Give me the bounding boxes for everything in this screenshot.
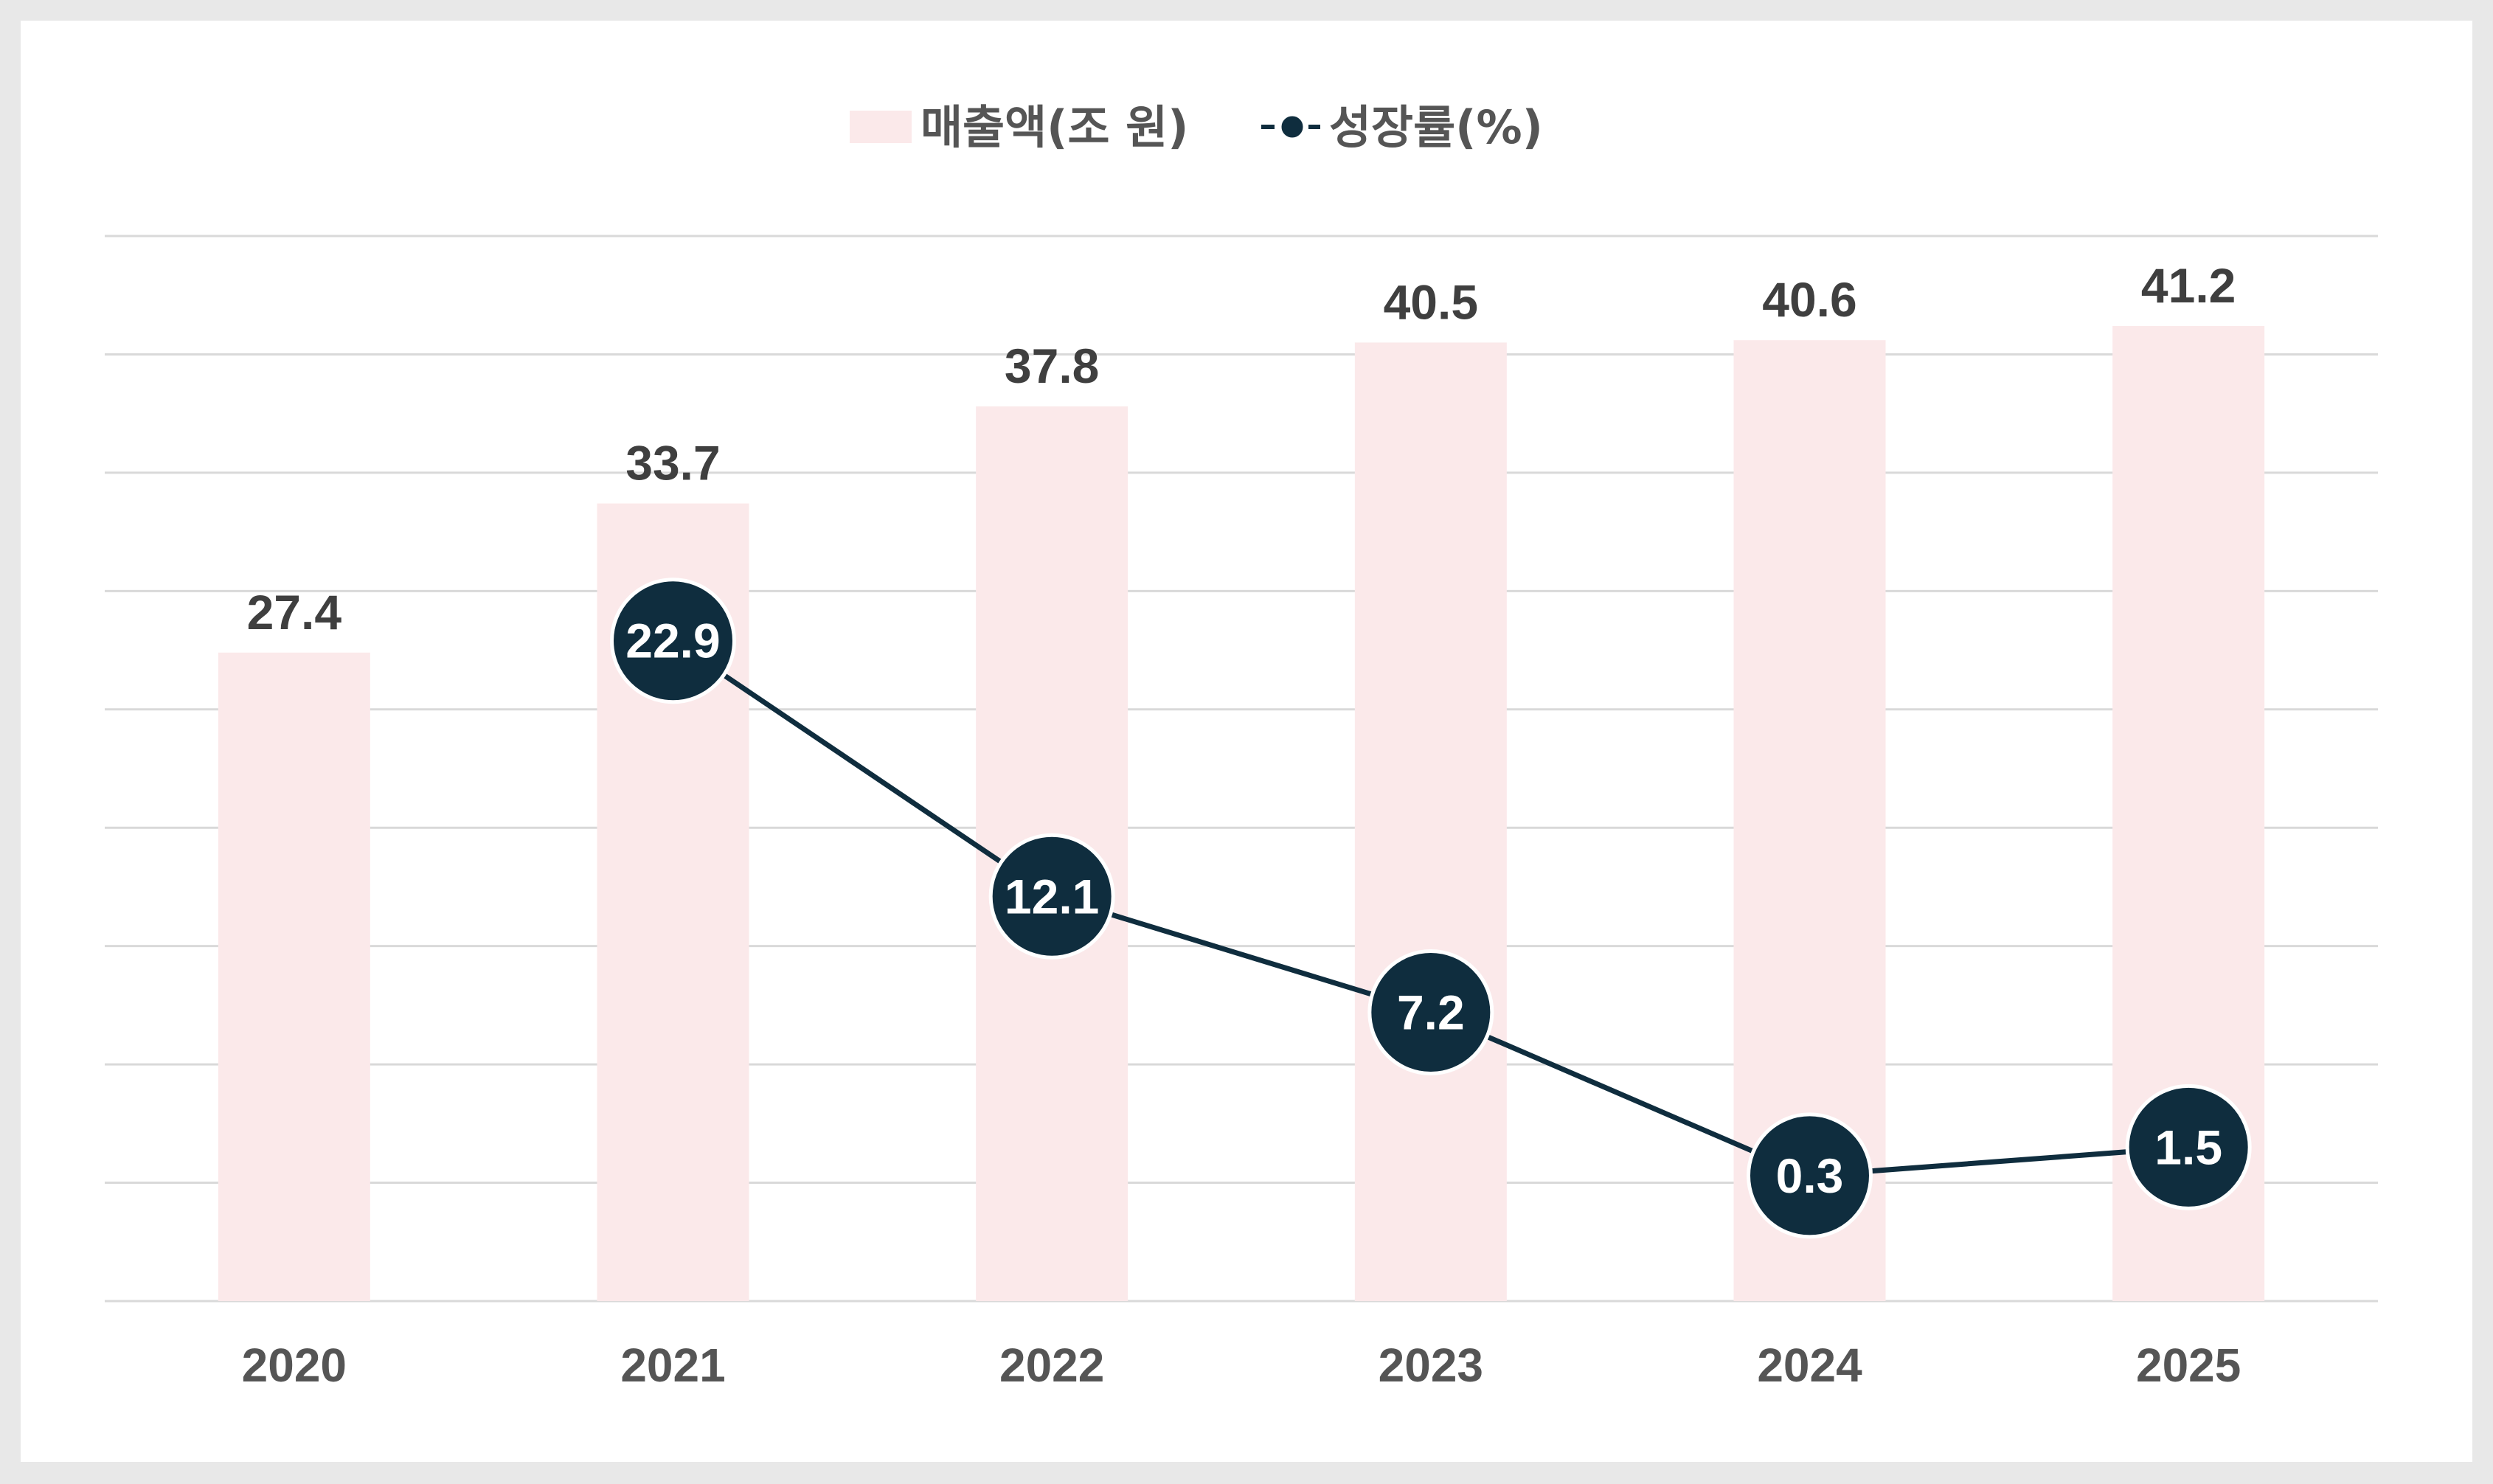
growth-marker-2021 <box>610 578 736 704</box>
growth-value-label-2025: 1.5 <box>2154 1120 2222 1174</box>
growth-marker-2023 <box>1367 949 1494 1076</box>
x-tick-label-2024: 2024 <box>1757 1339 1862 1392</box>
bar-value-label-2025: 41.2 <box>2141 258 2236 313</box>
bar-value-labels: 27.4 33.7 37.8 40.5 40.6 41.2 <box>247 258 2236 639</box>
legend-label-sales: 매출액(조 원) <box>920 100 1188 154</box>
growth-value-label-2021: 22.9 <box>625 614 720 668</box>
bar-sales-2023 <box>1354 342 1507 1301</box>
x-axis-labels: 2020 2021 2022 2023 2024 2025 <box>242 1339 2241 1392</box>
legend-label-growth: 성장률(%) <box>1329 100 1543 154</box>
legend-swatch-sales <box>850 111 912 143</box>
growth-value-label-2022: 12.1 <box>1005 869 1099 923</box>
gridlines <box>105 235 2378 1303</box>
x-tick-label-2023: 2023 <box>1379 1339 1483 1392</box>
growth-value-label-2024: 0.3 <box>1776 1148 1844 1203</box>
growth-markers: 22.9 12.1 7.2 0.3 1.5 <box>610 578 2252 1239</box>
bar-sales-2020 <box>218 652 370 1301</box>
growth-marker-2025 <box>2125 1083 2252 1210</box>
bar-value-label-2024: 40.6 <box>1762 272 1856 327</box>
x-tick-label-2021: 2021 <box>620 1339 725 1392</box>
bar-value-label-2023: 40.5 <box>1384 274 1478 329</box>
growth-value-label-2023: 7.2 <box>1397 985 1465 1040</box>
chart-frame <box>21 21 2472 1462</box>
bar-value-label-2022: 37.8 <box>1005 339 1099 393</box>
growth-marker-2022 <box>988 833 1115 960</box>
bar-value-label-2020: 27.4 <box>247 585 342 639</box>
x-tick-label-2022: 2022 <box>999 1339 1104 1392</box>
legend-marker-growth <box>1279 114 1306 140</box>
legend: 매출액(조 원) 성장률(%) <box>850 100 1543 154</box>
x-tick-label-2020: 2020 <box>242 1339 347 1392</box>
bar-value-label-2021: 33.7 <box>625 436 720 490</box>
x-tick-label-2025: 2025 <box>2136 1339 2241 1392</box>
growth-marker-2024 <box>1747 1112 1873 1239</box>
